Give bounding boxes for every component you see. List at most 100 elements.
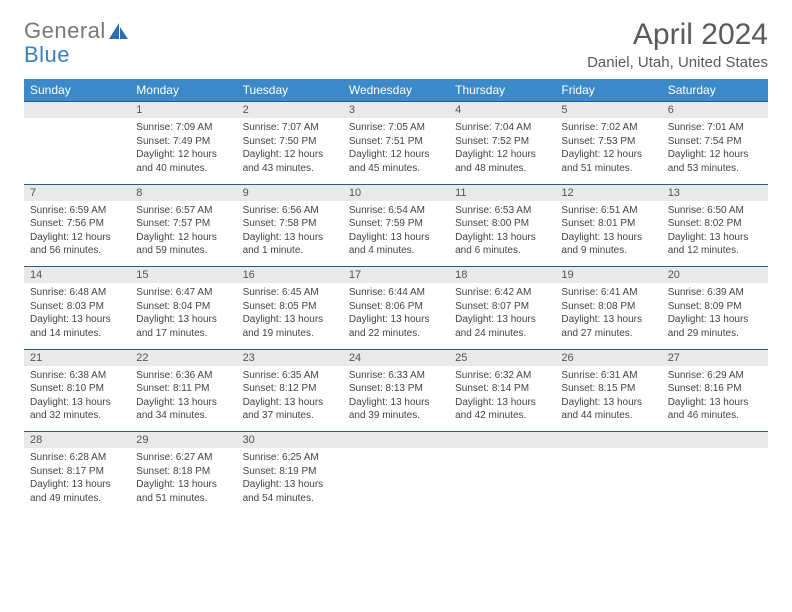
daylight-text-1: Daylight: 13 hours: [243, 396, 337, 410]
daylight-text-2: and 53 minutes.: [668, 162, 762, 176]
daylight-text-1: Daylight: 13 hours: [136, 313, 230, 327]
weekday-header: Friday: [555, 79, 661, 102]
day-number-row: 21222324252627: [24, 349, 768, 366]
daylight-text-2: and 32 minutes.: [30, 409, 124, 423]
day-number-cell: 1: [130, 102, 236, 119]
daylight-text-1: Daylight: 13 hours: [30, 313, 124, 327]
day-number-cell: 4: [449, 102, 555, 119]
day-number-cell: 8: [130, 184, 236, 201]
sunrise-text: Sunrise: 6:57 AM: [136, 204, 230, 218]
sunset-text: Sunset: 8:14 PM: [455, 382, 549, 396]
daylight-text-1: Daylight: 12 hours: [668, 148, 762, 162]
day-content-row: Sunrise: 7:09 AMSunset: 7:49 PMDaylight:…: [24, 118, 768, 184]
day-number-cell: 13: [662, 184, 768, 201]
sunset-text: Sunset: 7:49 PM: [136, 135, 230, 149]
day-content-cell: Sunrise: 6:50 AMSunset: 8:02 PMDaylight:…: [662, 201, 768, 267]
daylight-text-2: and 19 minutes.: [243, 327, 337, 341]
weekday-header: Tuesday: [237, 79, 343, 102]
sunset-text: Sunset: 8:11 PM: [136, 382, 230, 396]
day-number-cell: 3: [343, 102, 449, 119]
page-header: General April 2024 Daniel, Utah, United …: [24, 18, 768, 71]
day-content-cell: Sunrise: 7:07 AMSunset: 7:50 PMDaylight:…: [237, 118, 343, 184]
sunset-text: Sunset: 8:08 PM: [561, 300, 655, 314]
daylight-text-2: and 9 minutes.: [561, 244, 655, 258]
sunrise-text: Sunrise: 6:41 AM: [561, 286, 655, 300]
day-content-cell: [449, 448, 555, 514]
day-content-cell: Sunrise: 6:53 AMSunset: 8:00 PMDaylight:…: [449, 201, 555, 267]
weekday-header: Thursday: [449, 79, 555, 102]
daylight-text-1: Daylight: 13 hours: [349, 313, 443, 327]
daylight-text-2: and 48 minutes.: [455, 162, 549, 176]
sunrise-text: Sunrise: 6:50 AM: [668, 204, 762, 218]
day-number-cell: [555, 432, 661, 449]
sunset-text: Sunset: 7:58 PM: [243, 217, 337, 231]
day-content-cell: Sunrise: 6:56 AMSunset: 7:58 PMDaylight:…: [237, 201, 343, 267]
sunrise-text: Sunrise: 7:04 AM: [455, 121, 549, 135]
day-number-cell: 12: [555, 184, 661, 201]
day-number-cell: 22: [130, 349, 236, 366]
weekday-header: Monday: [130, 79, 236, 102]
sunset-text: Sunset: 7:57 PM: [136, 217, 230, 231]
sunset-text: Sunset: 7:54 PM: [668, 135, 762, 149]
daylight-text-1: Daylight: 13 hours: [668, 313, 762, 327]
day-number-cell: 27: [662, 349, 768, 366]
sunset-text: Sunset: 8:04 PM: [136, 300, 230, 314]
sunrise-text: Sunrise: 6:35 AM: [243, 369, 337, 383]
sunrise-text: Sunrise: 6:45 AM: [243, 286, 337, 300]
daylight-text-2: and 54 minutes.: [243, 492, 337, 506]
daylight-text-1: Daylight: 13 hours: [30, 396, 124, 410]
daylight-text-1: Daylight: 13 hours: [243, 313, 337, 327]
daylight-text-2: and 1 minute.: [243, 244, 337, 258]
sunrise-text: Sunrise: 6:47 AM: [136, 286, 230, 300]
day-content-cell: Sunrise: 6:31 AMSunset: 8:15 PMDaylight:…: [555, 366, 661, 432]
day-content-cell: Sunrise: 6:54 AMSunset: 7:59 PMDaylight:…: [343, 201, 449, 267]
day-number-cell: 30: [237, 432, 343, 449]
sunrise-text: Sunrise: 6:39 AM: [668, 286, 762, 300]
sunrise-text: Sunrise: 6:42 AM: [455, 286, 549, 300]
calendar-table: Sunday Monday Tuesday Wednesday Thursday…: [24, 79, 768, 514]
daylight-text-2: and 46 minutes.: [668, 409, 762, 423]
daylight-text-2: and 17 minutes.: [136, 327, 230, 341]
daylight-text-2: and 39 minutes.: [349, 409, 443, 423]
daylight-text-1: Daylight: 13 hours: [668, 396, 762, 410]
day-number-cell: 16: [237, 267, 343, 284]
sunset-text: Sunset: 8:00 PM: [455, 217, 549, 231]
day-number-cell: 10: [343, 184, 449, 201]
day-number-cell: 29: [130, 432, 236, 449]
daylight-text-1: Daylight: 13 hours: [136, 396, 230, 410]
day-number-cell: 26: [555, 349, 661, 366]
day-number-cell: 14: [24, 267, 130, 284]
day-content-cell: Sunrise: 6:44 AMSunset: 8:06 PMDaylight:…: [343, 283, 449, 349]
month-title: April 2024: [587, 18, 768, 52]
day-number-cell: 5: [555, 102, 661, 119]
day-content-cell: Sunrise: 6:59 AMSunset: 7:56 PMDaylight:…: [24, 201, 130, 267]
location-text: Daniel, Utah, United States: [587, 54, 768, 71]
day-number-cell: [24, 102, 130, 119]
day-number-cell: 18: [449, 267, 555, 284]
daylight-text-1: Daylight: 12 hours: [136, 148, 230, 162]
day-content-cell: Sunrise: 6:27 AMSunset: 8:18 PMDaylight:…: [130, 448, 236, 514]
sunrise-text: Sunrise: 6:53 AM: [455, 204, 549, 218]
daylight-text-1: Daylight: 13 hours: [30, 478, 124, 492]
daylight-text-2: and 40 minutes.: [136, 162, 230, 176]
daylight-text-2: and 6 minutes.: [455, 244, 549, 258]
daylight-text-2: and 24 minutes.: [455, 327, 549, 341]
day-content-row: Sunrise: 6:48 AMSunset: 8:03 PMDaylight:…: [24, 283, 768, 349]
day-content-row: Sunrise: 6:28 AMSunset: 8:17 PMDaylight:…: [24, 448, 768, 514]
daylight-text-1: Daylight: 13 hours: [243, 231, 337, 245]
day-content-row: Sunrise: 6:59 AMSunset: 7:56 PMDaylight:…: [24, 201, 768, 267]
sunset-text: Sunset: 8:17 PM: [30, 465, 124, 479]
day-number-cell: [449, 432, 555, 449]
day-content-cell: Sunrise: 6:51 AMSunset: 8:01 PMDaylight:…: [555, 201, 661, 267]
sunrise-text: Sunrise: 6:54 AM: [349, 204, 443, 218]
daylight-text-1: Daylight: 13 hours: [455, 396, 549, 410]
day-number-row: 14151617181920: [24, 267, 768, 284]
daylight-text-2: and 22 minutes.: [349, 327, 443, 341]
sunset-text: Sunset: 8:01 PM: [561, 217, 655, 231]
day-number-row: 78910111213: [24, 184, 768, 201]
day-number-cell: 21: [24, 349, 130, 366]
daylight-text-2: and 29 minutes.: [668, 327, 762, 341]
logo-word2: Blue: [24, 42, 70, 68]
daylight-text-2: and 12 minutes.: [668, 244, 762, 258]
sunrise-text: Sunrise: 7:02 AM: [561, 121, 655, 135]
